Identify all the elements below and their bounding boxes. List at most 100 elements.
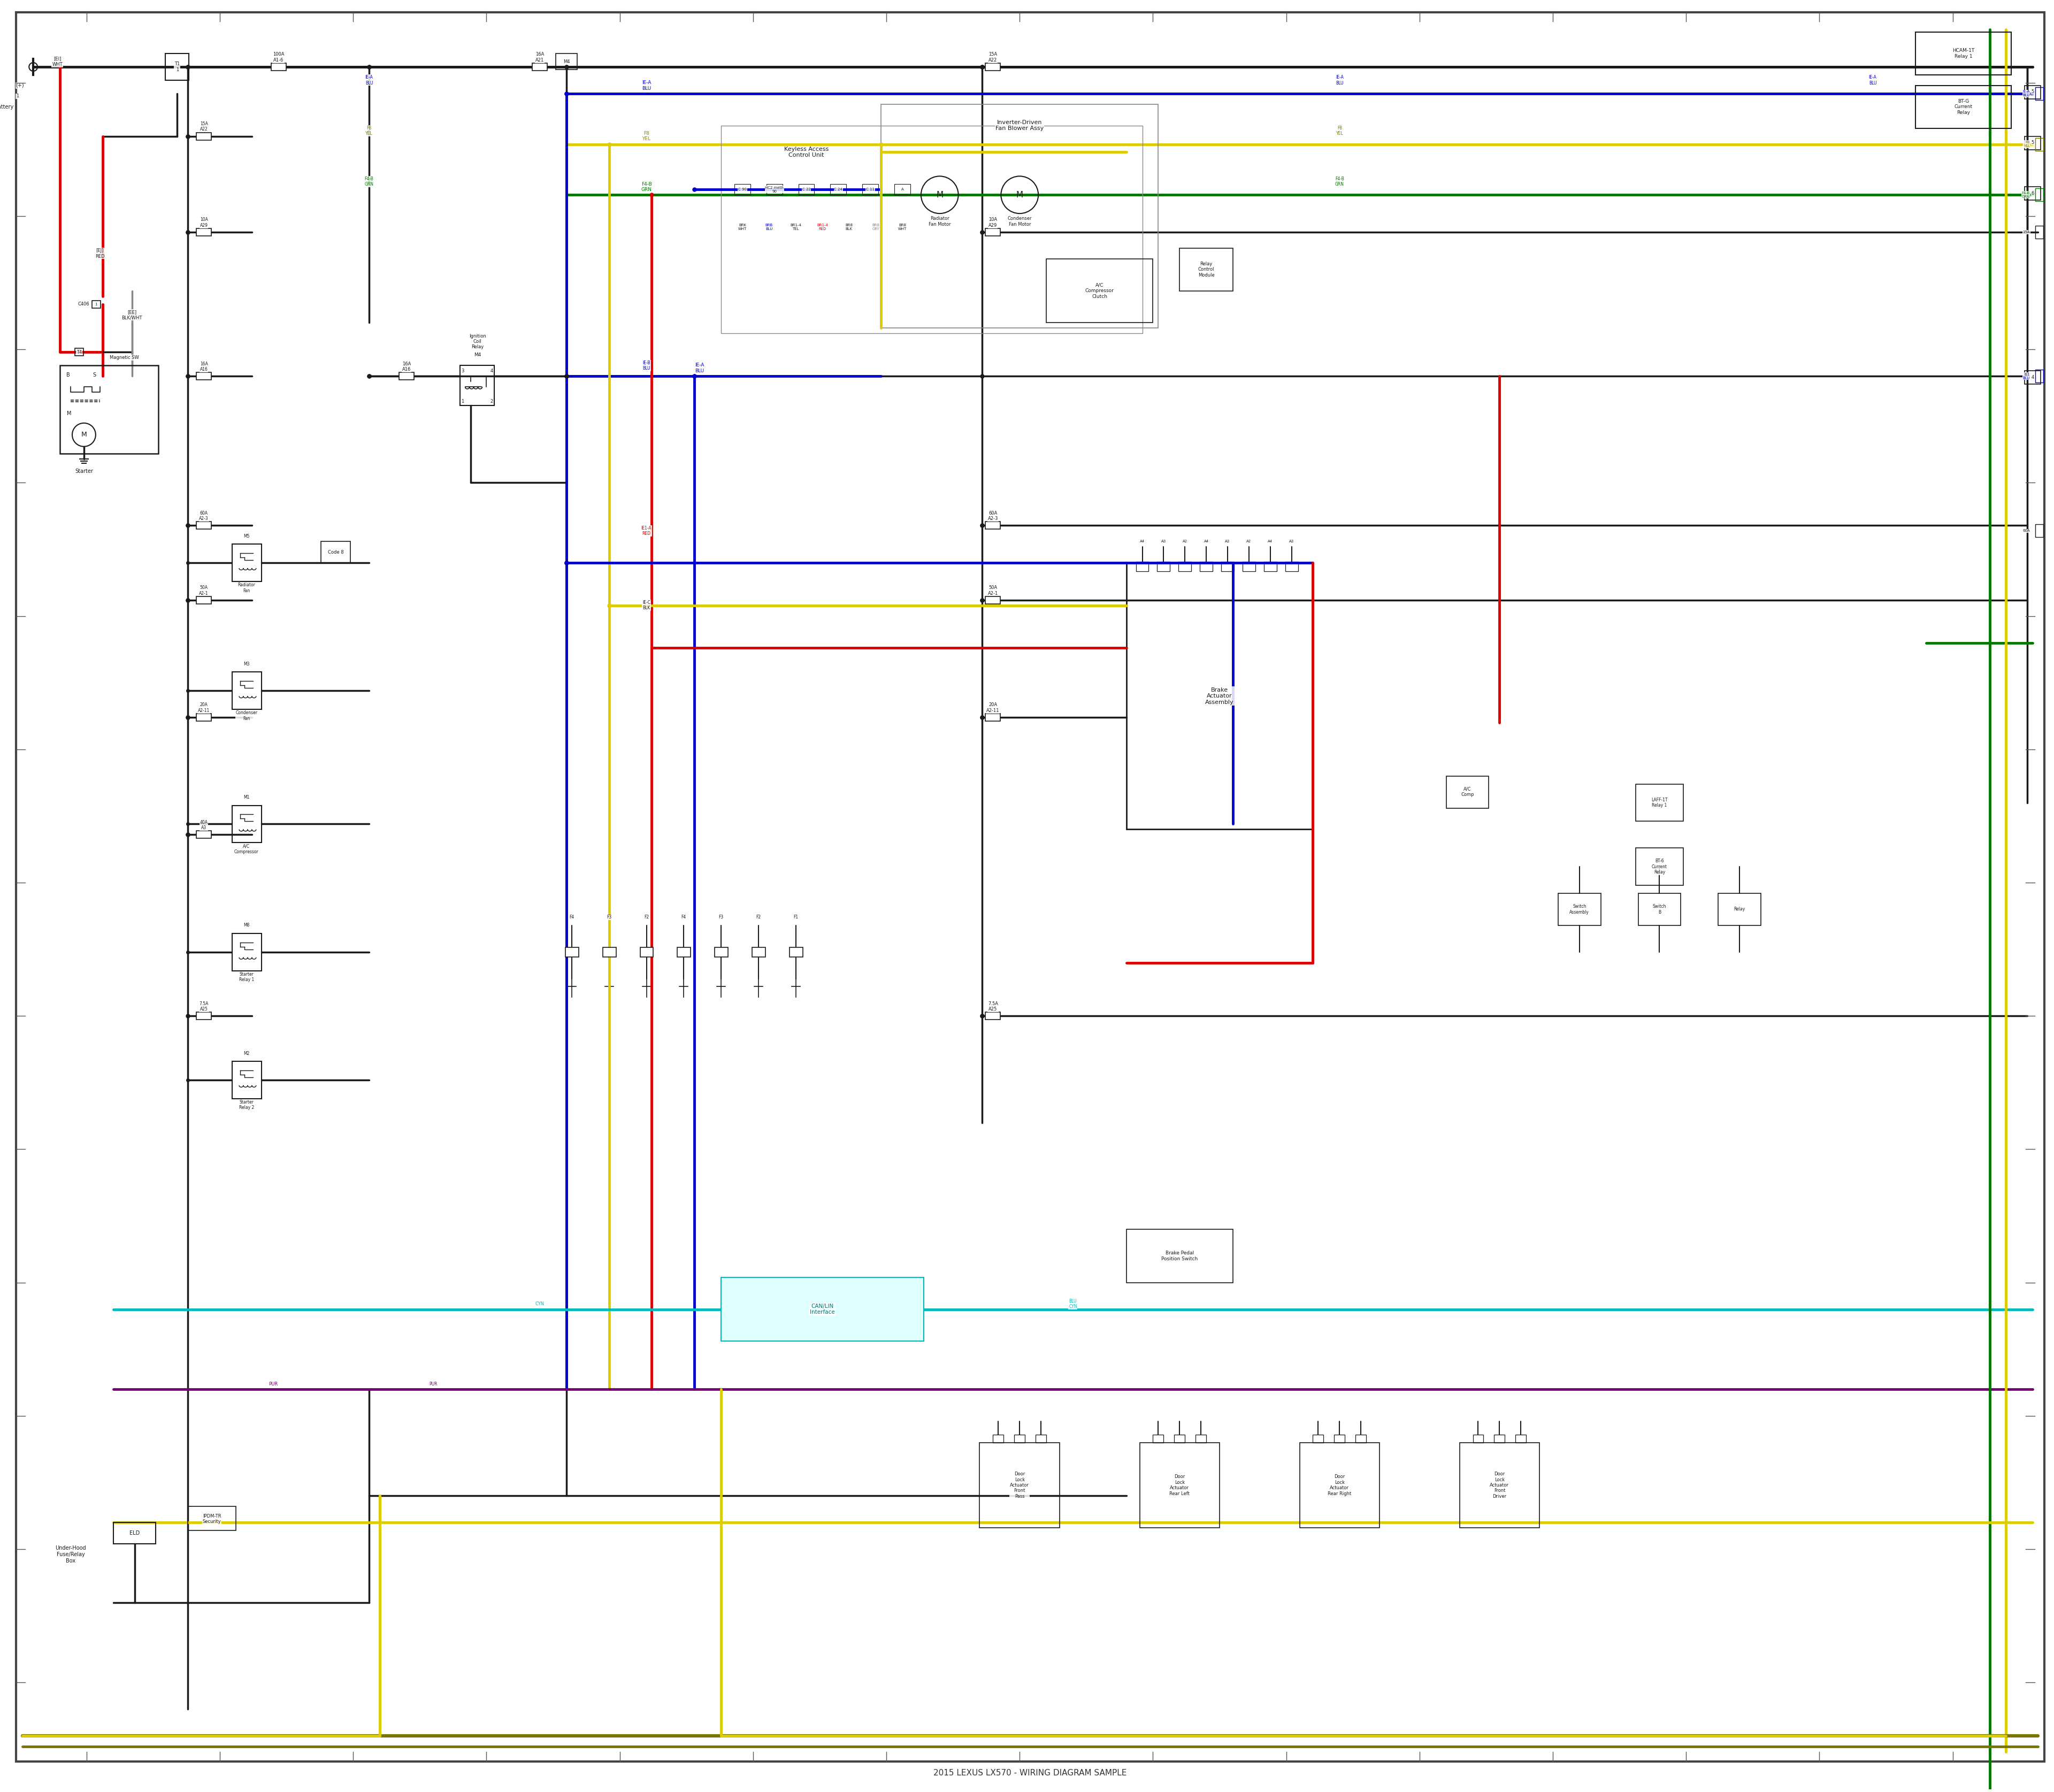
Text: Starter
Relay 2: Starter Relay 2 <box>238 1100 255 1111</box>
Text: F2: F2 <box>756 916 760 919</box>
Text: 5: 5 <box>2031 90 2033 95</box>
Bar <box>986 713 1000 720</box>
Bar <box>232 672 261 710</box>
Bar <box>678 948 690 957</box>
Bar <box>1313 1435 1323 1443</box>
Bar <box>1717 894 1760 925</box>
Text: 1: 1 <box>94 303 97 306</box>
Text: T1
1: T1 1 <box>175 61 181 72</box>
Bar <box>980 1443 1060 1529</box>
Bar <box>166 54 189 81</box>
Bar <box>881 104 1158 328</box>
Bar <box>232 545 261 581</box>
Text: BT-G
Current
Relay: BT-G Current Relay <box>1953 99 1972 115</box>
Text: F8
YEL: F8 YEL <box>1335 125 1343 136</box>
Bar <box>398 373 415 380</box>
Bar <box>766 185 783 195</box>
Bar <box>1635 848 1684 885</box>
Text: M2: M2 <box>244 1050 251 1055</box>
Bar <box>1045 258 1152 323</box>
Text: BR8
WHT: BR8 WHT <box>898 224 906 231</box>
Bar <box>1222 561 1234 572</box>
Bar <box>1179 247 1232 290</box>
Bar <box>752 948 766 957</box>
Text: A3: A3 <box>1290 539 1294 543</box>
Text: 16A
A21: 16A A21 <box>536 52 544 63</box>
Text: 15A: 15A <box>2023 231 2029 233</box>
Bar <box>721 125 1142 333</box>
Text: Starter: Starter <box>74 468 92 473</box>
Bar <box>1195 1435 1206 1443</box>
Bar <box>232 1061 261 1098</box>
Text: 60A
A2-3: 60A A2-3 <box>199 511 210 521</box>
Text: BLU
CYN: BLU CYN <box>1068 1299 1076 1310</box>
Bar <box>1493 1435 1506 1443</box>
Bar <box>2036 138 2044 151</box>
Bar <box>986 228 1000 237</box>
Text: A2: A2 <box>1183 539 1187 543</box>
Bar <box>1335 1435 1345 1443</box>
Bar <box>1916 86 2011 129</box>
Bar <box>1300 1443 1380 1529</box>
Text: B: B <box>66 373 70 378</box>
Bar <box>197 1012 212 1020</box>
Bar <box>1126 563 1313 830</box>
Text: M: M <box>80 432 86 439</box>
Text: Door
Lock
Actuator
Front
Driver: Door Lock Actuator Front Driver <box>1489 1471 1510 1498</box>
Text: A/C
Comp: A/C Comp <box>1460 787 1475 797</box>
Text: A3: A3 <box>1161 539 1167 543</box>
Text: M4: M4 <box>563 59 569 65</box>
Text: IE-A
BLU: IE-A BLU <box>2023 90 2029 97</box>
Text: M1: M1 <box>244 796 251 799</box>
Bar <box>863 185 879 195</box>
Text: F4-B
GRN: F4-B GRN <box>641 181 651 192</box>
Bar <box>1460 1443 1540 1529</box>
Text: F4: F4 <box>569 916 575 919</box>
Text: M3: M3 <box>244 661 251 667</box>
Bar <box>92 301 101 308</box>
Text: ELD: ELD <box>129 1530 140 1536</box>
Text: 6: 6 <box>2031 190 2033 195</box>
Text: IPDM-TR
Security: IPDM-TR Security <box>203 1514 222 1523</box>
Bar <box>1446 776 1489 808</box>
Bar <box>789 948 803 957</box>
Text: BR8
BLK: BR8 BLK <box>846 224 852 231</box>
Text: 50A
A2-1: 50A A2-1 <box>199 586 210 595</box>
Bar <box>1156 561 1171 572</box>
Bar <box>197 228 212 237</box>
Text: 7.5A
A25: 7.5A A25 <box>988 1002 998 1011</box>
Text: Condenser
Fan: Condenser Fan <box>236 711 257 720</box>
Bar <box>799 185 813 195</box>
Text: M4: M4 <box>474 353 481 357</box>
Bar <box>1243 561 1255 572</box>
Text: [EJ]
RED: [EJ] RED <box>94 249 105 258</box>
Text: C 90: C 90 <box>737 188 748 192</box>
Bar <box>992 1435 1004 1443</box>
Text: Under-Hood
Fuse/Relay
Box: Under-Hood Fuse/Relay Box <box>55 1546 86 1563</box>
Text: BR1-4
RED: BR1-4 RED <box>817 224 828 231</box>
Text: Door
Lock
Actuator
Front
Pass: Door Lock Actuator Front Pass <box>1011 1471 1029 1498</box>
Bar <box>197 713 212 720</box>
Text: BR1-4
TEL: BR1-4 TEL <box>791 224 801 231</box>
Bar <box>232 805 261 842</box>
Text: HC2 meth
90: HC2 meth 90 <box>764 186 785 194</box>
Bar <box>565 948 579 957</box>
Text: Radiator
Fan: Radiator Fan <box>238 582 255 593</box>
Text: PUR: PUR <box>429 1382 438 1387</box>
Text: Switch
B: Switch B <box>1653 905 1666 914</box>
Bar <box>986 63 1000 70</box>
Text: S: S <box>92 373 97 378</box>
Text: Keyless Access
Control Unit: Keyless Access Control Unit <box>785 147 828 158</box>
Text: A/C
Compressor: A/C Compressor <box>234 844 259 855</box>
Bar <box>1263 561 1278 572</box>
Text: CYN: CYN <box>536 1301 544 1306</box>
Text: IE1-A
RED: IE1-A RED <box>641 525 651 536</box>
Bar <box>2036 226 2044 238</box>
Text: F8
YEL: F8 YEL <box>366 125 374 136</box>
Text: M: M <box>937 190 943 199</box>
Text: CAN/LIN
Interface: CAN/LIN Interface <box>809 1303 834 1315</box>
Bar <box>2036 525 2044 538</box>
Text: 3: 3 <box>460 369 464 373</box>
Text: C 11: C 11 <box>867 188 875 192</box>
Bar <box>2025 136 2042 149</box>
